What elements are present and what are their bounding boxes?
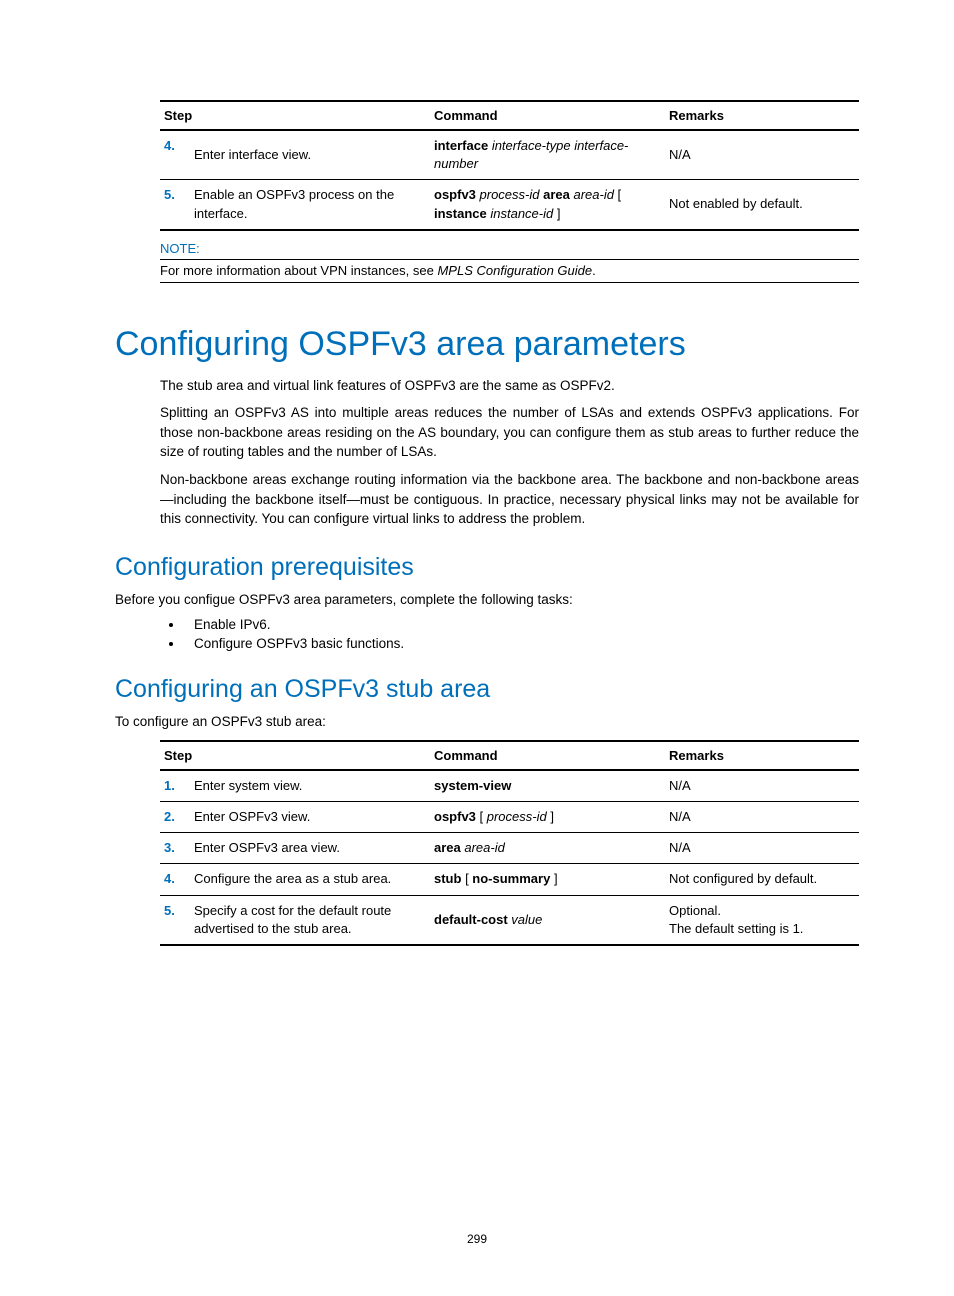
note-pre: For more information about VPN instances… [160,263,437,278]
remarks-text: Not configured by default. [665,864,859,895]
note-text: For more information about VPN instances… [160,260,859,283]
command-text: stub [ no-summary ] [430,864,665,895]
step-text: Enter interface view. [190,130,430,180]
remarks-text: Not enabled by default. [665,180,859,230]
th-command: Command [430,101,665,130]
para1: The stub area and virtual link features … [160,376,859,396]
list-item: Enable IPv6. [184,617,859,632]
step-text: Enter system view. [190,770,430,802]
step-text: Configure the area as a stub area. [190,864,430,895]
step-text: Enter OSPFv3 view. [190,802,430,833]
table1-wrap: Step Command Remarks 4.Enter interface v… [160,100,859,231]
table-row: 4.Configure the area as a stub area.stub… [160,864,859,895]
config-table-1: Step Command Remarks 4.Enter interface v… [160,100,859,231]
remarks-text: N/A [665,130,859,180]
prereq-list: Enable IPv6. Configure OSPFv3 basic funct… [160,617,859,651]
section-body: The stub area and virtual link features … [160,376,859,529]
page-number: 299 [0,1232,954,1246]
command-text: ospfv3 process-id area area-id [ instanc… [430,180,665,230]
note-box: NOTE: For more information about VPN ins… [160,241,859,283]
step-number: 1. [160,770,190,802]
h2-stub: Configuring an OSPFv3 stub area [115,675,859,704]
table2-wrap: Step Command Remarks 1.Enter system view… [160,740,859,946]
command-text: system-view [430,770,665,802]
table-header-row: Step Command Remarks [160,741,859,770]
step-number: 3. [160,833,190,864]
table-row: 1.Enter system view.system-viewN/A [160,770,859,802]
list-item: Configure OSPFv3 basic functions. [184,636,859,651]
step-number: 4. [160,864,190,895]
note-post: . [592,263,596,278]
table2-body: 1.Enter system view.system-viewN/A2.Ente… [160,770,859,945]
table-row: 4.Enter interface view.interface interfa… [160,130,859,180]
h2-prereq: Configuration prerequisites [115,553,859,582]
page: Step Command Remarks 4.Enter interface v… [0,0,954,1296]
para2: Splitting an OSPFv3 AS into multiple are… [160,403,859,462]
table-row: 2.Enter OSPFv3 view.ospfv3 [ process-id … [160,802,859,833]
stub-intro: To configure an OSPFv3 stub area: [115,712,859,732]
command-text: ospfv3 [ process-id ] [430,802,665,833]
th-step: Step [160,741,430,770]
step-text: Enable an OSPFv3 process on the interfac… [190,180,430,230]
command-text: interface interface-type interface-numbe… [430,130,665,180]
th-command: Command [430,741,665,770]
remarks-text: N/A [665,770,859,802]
note-ital: MPLS Configuration Guide [437,263,592,278]
remarks-text: Optional.The default setting is 1. [665,895,859,945]
step-number: 5. [160,895,190,945]
th-remarks: Remarks [665,101,859,130]
th-step: Step [160,101,430,130]
remarks-text: N/A [665,833,859,864]
table-header-row: Step Command Remarks [160,101,859,130]
table-row: 5.Enable an OSPFv3 process on the interf… [160,180,859,230]
step-number: 5. [160,180,190,230]
command-text: default-cost value [430,895,665,945]
step-number: 4. [160,130,190,180]
note-label: NOTE: [160,241,859,260]
h1-title: Configuring OSPFv3 area parameters [115,325,859,364]
table-row: 3.Enter OSPFv3 area view.area area-idN/A [160,833,859,864]
step-text: Specify a cost for the default route adv… [190,895,430,945]
command-text: area area-id [430,833,665,864]
remarks-text: N/A [665,802,859,833]
th-remarks: Remarks [665,741,859,770]
config-table-2: Step Command Remarks 1.Enter system view… [160,740,859,946]
table1-body: 4.Enter interface view.interface interfa… [160,130,859,230]
step-number: 2. [160,802,190,833]
prereq-intro: Before you configue OSPFv3 area paramete… [115,590,859,610]
para3: Non-backbone areas exchange routing info… [160,470,859,529]
table-row: 5.Specify a cost for the default route a… [160,895,859,945]
step-text: Enter OSPFv3 area view. [190,833,430,864]
